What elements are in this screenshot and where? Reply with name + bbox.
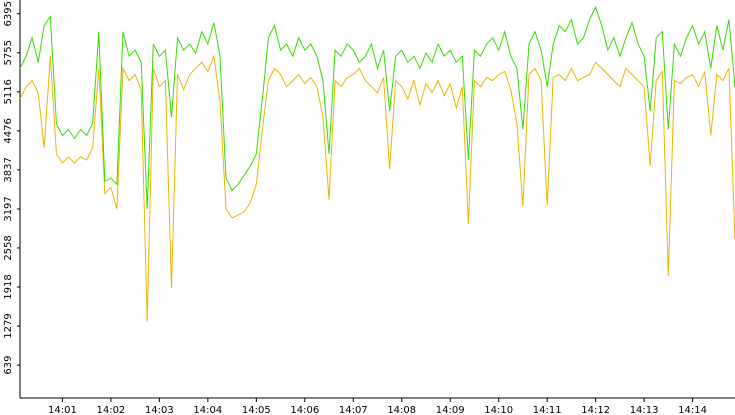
x-tick-label: 14:04 [193, 405, 222, 415]
y-tick-label: 5116 [3, 79, 14, 104]
y-tick-label: 4476 [3, 118, 14, 143]
x-tick-label: 14:05 [242, 405, 271, 415]
x-tick-label: 14:06 [290, 405, 319, 415]
series-line [19, 5, 735, 209]
y-tick-label: 6395 [3, 1, 14, 26]
y-tick-label: 2558 [3, 235, 14, 260]
y-tick-label: 639 [3, 356, 14, 375]
y-tick-label: 3197 [3, 196, 14, 221]
y-tick-label: 5755 [3, 40, 14, 65]
x-tick-label: 14:13 [630, 405, 659, 415]
x-tick-label: 14:02 [96, 405, 125, 415]
y-tick-label: 1279 [3, 313, 14, 338]
y-tick-label: 3837 [3, 157, 14, 182]
x-tick-label: 14:12 [581, 405, 610, 415]
x-tick-label: 14:14 [678, 405, 707, 415]
x-tick-label: 14:03 [145, 405, 174, 415]
x-tick-label: 14:09 [436, 405, 465, 415]
x-tick-label: 14:07 [339, 405, 368, 415]
series-line [19, 54, 735, 322]
x-tick-label: 14:10 [484, 405, 513, 415]
x-tick-label: 14:08 [387, 405, 416, 415]
x-tick-label: 14:11 [533, 405, 562, 415]
y-tick-label: 1918 [3, 274, 14, 299]
x-tick-label: 14:01 [48, 405, 77, 415]
